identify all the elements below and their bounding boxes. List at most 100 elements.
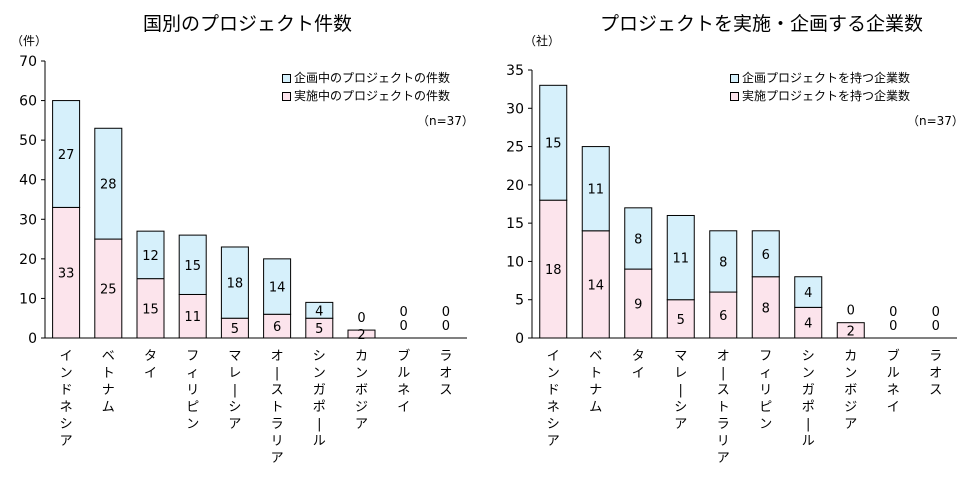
x-category-label: インドネシア — [547, 349, 560, 449]
bar-value-label: 11 — [184, 310, 201, 325]
legend-item-implementing: 実施プロジェクトを持つ企業数 — [730, 87, 910, 105]
x-category-label: フィリピン — [759, 349, 772, 432]
bar-value-label: 0 — [889, 319, 897, 334]
bar-value-label: 6 — [273, 320, 281, 335]
bar-value-label: 5 — [315, 322, 323, 337]
bar-segment — [136, 278, 165, 339]
bar-value-label: 8 — [719, 255, 727, 270]
bar-value-label: 6 — [719, 309, 727, 324]
bar-segment — [624, 207, 653, 270]
y-tick-label: 35 — [506, 63, 524, 79]
bar-value-label: 15 — [545, 137, 562, 152]
x-category-label: インドネシア — [60, 349, 73, 449]
x-category-label: ラオス — [929, 349, 942, 398]
bar-value-label: 18 — [227, 277, 244, 292]
y-unit-label: （社） — [524, 34, 561, 48]
x-category-label: マレ|シア — [228, 349, 241, 432]
legend: 企画プロジェクトを持つ企業数 実施プロジェクトを持つ企業数 — [730, 69, 910, 105]
x-category-label: タイ — [632, 349, 645, 381]
bar-value-label: 0 — [400, 319, 408, 334]
bar-segment — [220, 246, 249, 319]
legend-label-planning: 企画中のプロジェクトの件数 — [294, 71, 451, 85]
bar-segment — [52, 100, 81, 208]
bar-segment — [52, 206, 81, 339]
bar-segment — [305, 301, 334, 319]
chart-project-count-by-country: 国別のプロジェクト件数 （件） 0 10 20 30 40 50 60 70 33 27 インドネシ… — [0, 0, 487, 480]
bar-segment — [751, 230, 780, 278]
bar-value-label: 4 — [804, 286, 812, 301]
bar-segment — [751, 276, 780, 339]
bar-value-label: 5 — [677, 313, 685, 328]
sample-size-note: （n=37） — [907, 114, 964, 128]
legend-label-implementing: 実施中のプロジェクトの件数 — [294, 89, 451, 103]
bar-value-label: 2 — [357, 328, 365, 343]
legend-item-planning: 企画中のプロジェクトの件数 — [282, 69, 450, 87]
y-tick-label: 20 — [506, 178, 524, 194]
x-category-label: シンガポ|ル — [802, 349, 815, 449]
bar-segment — [624, 268, 653, 339]
bar-value-label: 5 — [231, 322, 239, 337]
bar-value-label: 33 — [58, 267, 75, 282]
legend-item-planning: 企画プロジェクトを持つ企業数 — [730, 69, 910, 87]
legend-swatch-planning — [282, 73, 291, 83]
y-tick-label: 50 — [19, 133, 37, 149]
x-category-label: カンボジア — [844, 349, 857, 432]
bar-segment — [263, 258, 292, 315]
bar-value-label: 11 — [587, 183, 604, 198]
plot-area: 051015202530351815インドネシア1411ベトナム98タイ511マ… — [506, 63, 957, 466]
bar-value-label: 25 — [100, 283, 117, 298]
bar-segment — [136, 230, 165, 280]
bar-segment — [178, 234, 207, 295]
bar-segment — [666, 214, 695, 301]
y-tick-label: 30 — [19, 212, 37, 228]
legend-swatch-planning — [730, 73, 739, 83]
x-category-label: カンボジア — [355, 349, 368, 432]
x-category-label: オ|ストラリア — [717, 349, 730, 466]
bar-value-label: 15 — [184, 259, 201, 274]
bar-value-label: 27 — [58, 148, 75, 163]
bar-value-label: 28 — [100, 178, 117, 193]
bar-value-label: 6 — [762, 248, 770, 263]
bar-segment — [794, 306, 823, 339]
legend-swatch-implementing — [730, 91, 739, 101]
bar-segment — [709, 230, 738, 293]
x-category-label: ブルネイ — [397, 348, 410, 415]
y-tick-label: 70 — [19, 54, 37, 70]
bar-value-label: 12 — [142, 249, 159, 264]
bar-value-label: 0 — [400, 305, 408, 320]
legend-label-implementing: 実施プロジェクトを持つ企業数 — [742, 89, 911, 103]
bar-segment — [794, 276, 823, 308]
legend-item-implementing: 実施中のプロジェクトの件数 — [282, 87, 450, 105]
bar-value-label: 0 — [357, 311, 365, 326]
bar-segment — [581, 146, 610, 232]
bar-segment — [666, 299, 695, 339]
bar-value-label: 0 — [442, 305, 450, 320]
x-category-label: ラオス — [439, 349, 452, 398]
bar-value-label: 2 — [847, 324, 855, 339]
plot-area: 0102030405060703327インドネシア2528ベトナム1512タイ1… — [19, 54, 467, 466]
legend: 企画中のプロジェクトの件数 実施中のプロジェクトの件数 — [282, 69, 450, 105]
bar-value-label: 18 — [545, 263, 562, 278]
x-category-label: ブルネイ — [887, 348, 900, 415]
bar-segment — [709, 291, 738, 339]
y-tick-label: 5 — [515, 293, 524, 309]
chart-title: 国別のプロジェクト件数 — [143, 13, 353, 35]
x-category-label: タイ — [144, 349, 157, 381]
bar-segment — [581, 230, 610, 339]
chart-company-count-by-country: プロジェクトを実施・企画する企業数 （社） 0 5 10 15 20 25 30 35 18 15… — [487, 0, 975, 480]
x-category-label: オ|ストラリア — [271, 349, 284, 466]
x-category-label: シンガポ|ル — [313, 349, 326, 449]
bar-value-label: 0 — [442, 319, 450, 334]
bar-value-label: 11 — [672, 252, 689, 267]
y-tick-label: 25 — [506, 140, 524, 156]
bar-value-label: 8 — [634, 232, 642, 247]
x-category-label: ベトナム — [102, 349, 115, 415]
bar-segment — [94, 238, 123, 339]
y-tick-label: 10 — [19, 291, 37, 307]
bar-segment — [347, 329, 376, 339]
bar-value-label: 14 — [269, 281, 286, 296]
bar-value-label: 0 — [889, 305, 897, 320]
x-category-label: ベトナム — [589, 349, 602, 415]
bar-segment — [94, 127, 123, 240]
bar-value-label: 0 — [932, 305, 940, 320]
